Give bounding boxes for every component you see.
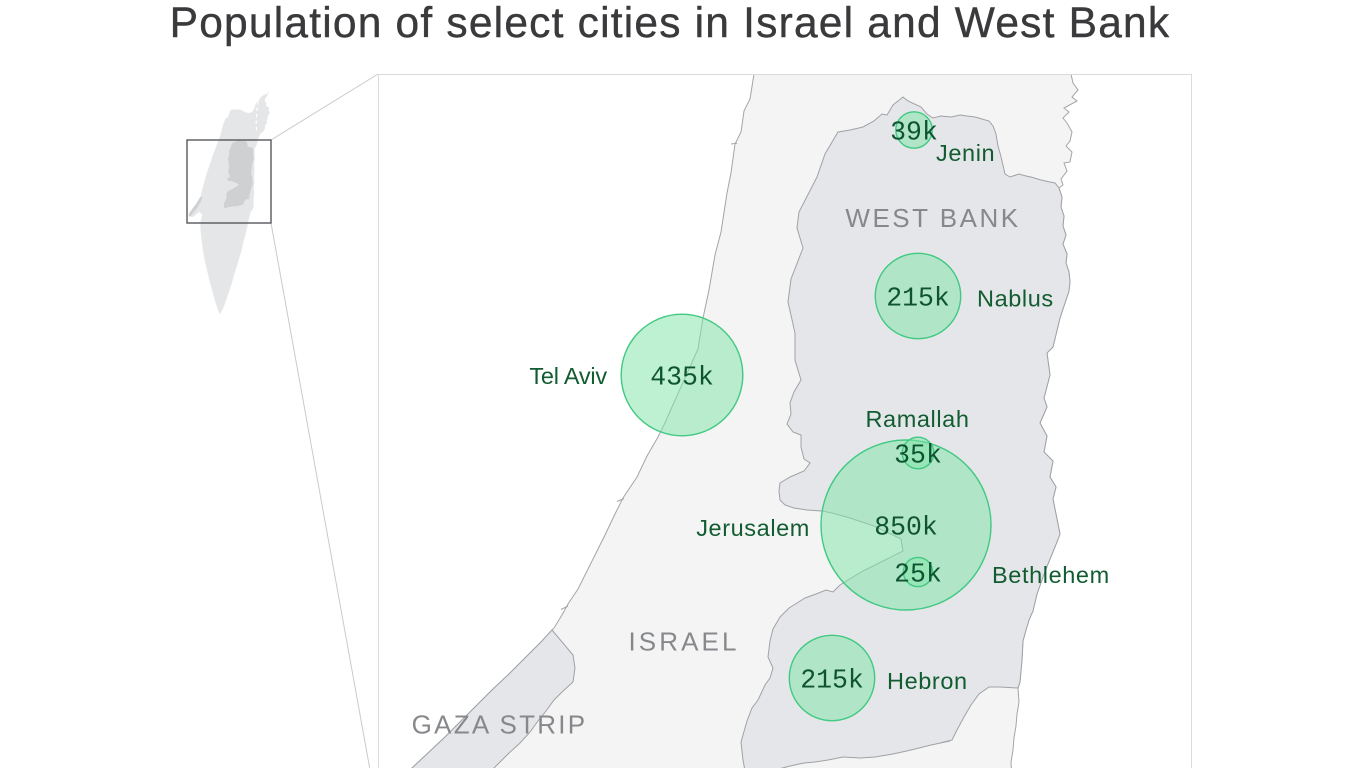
svg-text:25k: 25k (894, 560, 942, 590)
svg-text:Hebron: Hebron (887, 668, 968, 694)
svg-text:215k: 215k (886, 284, 950, 314)
svg-text:ISRAEL: ISRAEL (628, 627, 739, 657)
svg-text:Jerusalem: Jerusalem (696, 515, 810, 541)
svg-text:Bethlehem: Bethlehem (992, 562, 1110, 588)
svg-text:435k: 435k (650, 363, 714, 393)
svg-text:850k: 850k (874, 513, 938, 543)
svg-text:WEST BANK: WEST BANK (845, 203, 1020, 233)
svg-text:39k: 39k (890, 118, 938, 148)
svg-text:GAZA STRIP: GAZA STRIP (412, 710, 588, 740)
svg-text:Population of select cities in: Population of select cities in Israel an… (170, 0, 1171, 47)
svg-text:215k: 215k (800, 666, 864, 696)
svg-text:Nablus: Nablus (977, 286, 1054, 312)
svg-text:Ramallah: Ramallah (865, 406, 969, 432)
svg-text:Jenin: Jenin (936, 140, 995, 166)
svg-text:35k: 35k (894, 441, 942, 471)
svg-text:Tel Aviv: Tel Aviv (529, 363, 607, 389)
